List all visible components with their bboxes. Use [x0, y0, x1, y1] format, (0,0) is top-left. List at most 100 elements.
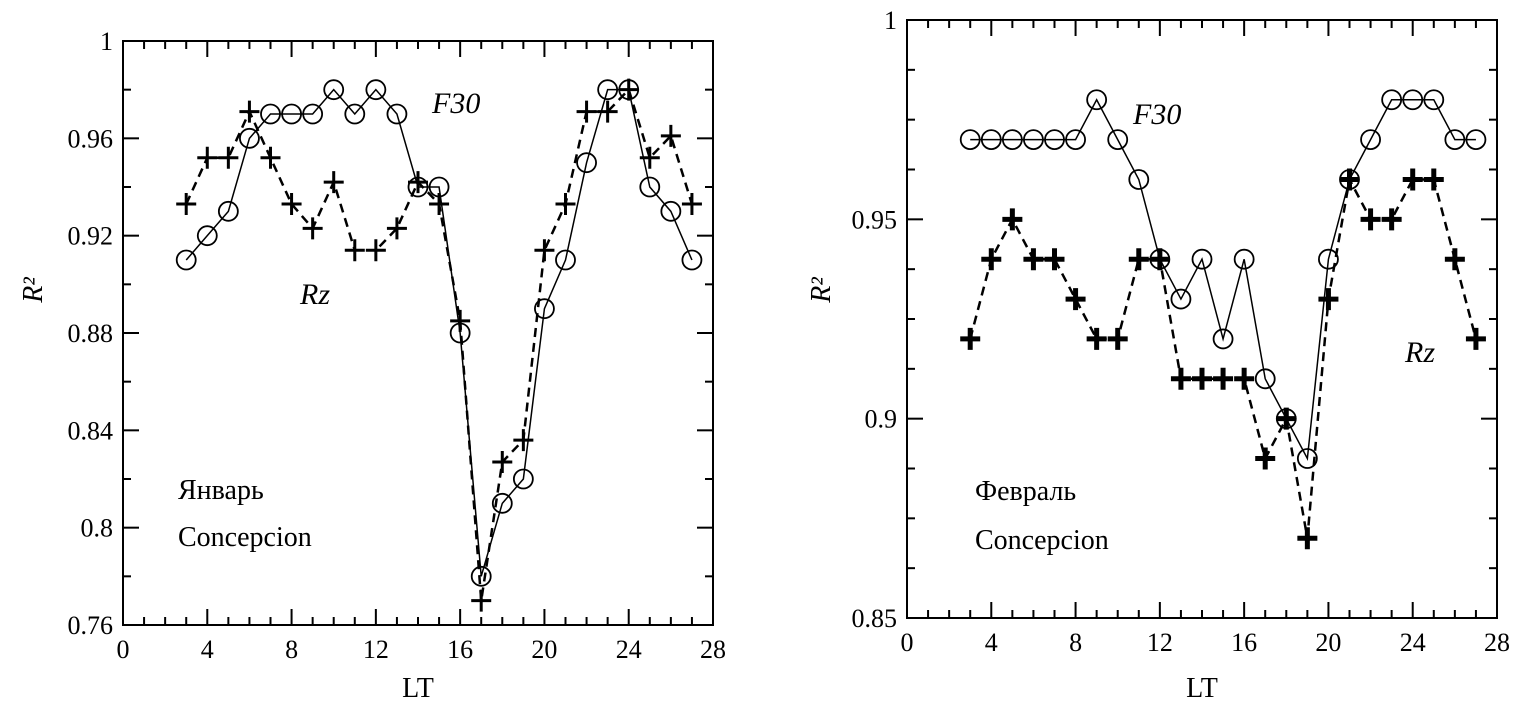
y-tick-label: 1	[884, 6, 897, 35]
x-tick-label: 0	[901, 628, 914, 657]
f30-point	[1381, 89, 1403, 111]
y-tick-label: 0.76	[68, 611, 114, 640]
x-tick-label: 16	[1231, 628, 1257, 657]
rz-point	[1402, 168, 1423, 191]
y-tick-label: 0.88	[68, 319, 114, 348]
f30-point	[639, 176, 661, 198]
rz-point	[1023, 248, 1044, 271]
rz-point	[1297, 527, 1318, 550]
y-axis-label: R²	[18, 277, 49, 304]
f30-point	[239, 127, 260, 149]
chart-january: F30 Rz Январь Concepcion LT R² 0 4 8 12 16 20…	[18, 27, 726, 704]
x-tick-label: 16	[447, 635, 473, 664]
f30-point	[491, 492, 513, 514]
y-axis-label: R²	[806, 277, 837, 304]
f30-point	[196, 225, 218, 247]
f30-point	[1191, 248, 1213, 270]
f30-point	[1086, 89, 1108, 111]
rz-point	[1444, 248, 1465, 271]
rz-point	[429, 193, 450, 216]
rz-point	[260, 146, 281, 169]
rz-label: Rz	[299, 278, 330, 311]
f30-point	[470, 565, 492, 587]
x-axis-label: LT	[1186, 673, 1218, 704]
rz-point	[618, 78, 639, 101]
rz-point	[176, 193, 197, 216]
f30-point	[1212, 328, 1234, 350]
y-tick-label: 0.95	[852, 205, 898, 234]
f30-point	[1402, 89, 1424, 111]
rz-point	[981, 248, 1002, 271]
f30-point	[660, 200, 682, 222]
f30-label: F30	[1132, 98, 1181, 131]
y-tick-label: 0.92	[68, 222, 114, 251]
f30-point	[1023, 129, 1044, 151]
rz-point	[386, 217, 407, 240]
rz-point	[534, 239, 555, 262]
chart-february: F30 Rz Февраль Concepcion LT R² 0 4 8 12 16 2…	[806, 6, 1510, 704]
x-tick-label: 12	[363, 635, 389, 664]
y-tick-label: 0.9	[865, 405, 898, 434]
month-label: Февраль	[975, 476, 1076, 507]
x-axis-label: LT	[402, 673, 434, 704]
rz-point	[1044, 248, 1065, 271]
x-tick-label: 8	[1069, 628, 1082, 657]
rz-point	[960, 327, 981, 350]
rz-label: Rz	[1404, 336, 1435, 369]
f30-point	[1444, 129, 1466, 151]
f30-point	[576, 152, 597, 174]
x-tick-label: 28	[700, 635, 726, 664]
x-tick-label: 12	[1147, 628, 1173, 657]
rz-point	[1002, 208, 1023, 231]
rz-point	[576, 100, 597, 123]
rz-point	[1360, 208, 1381, 231]
f30-point	[344, 103, 366, 125]
f30-point	[1465, 129, 1487, 151]
rz-point	[1086, 327, 1107, 350]
station-label: Concepcion	[178, 522, 312, 553]
rz-point	[513, 429, 534, 452]
f30-point	[1128, 169, 1150, 190]
y-tick-label: 0.96	[68, 124, 114, 153]
rz-point	[1234, 367, 1255, 390]
x-tick-label: 4	[201, 635, 214, 664]
f30-point	[681, 249, 703, 271]
rz-point	[408, 171, 428, 194]
rz-point	[1276, 407, 1297, 430]
rz-point	[1065, 288, 1086, 311]
y-tick-label: 0.8	[81, 514, 114, 543]
f30-point	[512, 468, 534, 490]
f30-point	[323, 79, 345, 101]
f30-point	[175, 249, 197, 271]
rz-point	[218, 146, 239, 169]
f30-point	[1233, 248, 1255, 270]
f30-point	[260, 103, 281, 125]
rz-point	[471, 589, 492, 612]
x-tick-label: 0	[117, 635, 130, 664]
f30-point	[959, 129, 981, 151]
y-tick-label: 0.84	[68, 416, 114, 445]
f30-point	[1044, 129, 1065, 151]
rz-point	[1128, 248, 1149, 271]
rz-point	[1107, 327, 1128, 350]
f30-point	[1254, 368, 1276, 390]
f30-point	[1318, 248, 1339, 270]
f30-series-line	[970, 98, 1476, 462]
rz-point	[1255, 447, 1276, 470]
rz-point	[1381, 208, 1402, 231]
rz-point	[197, 146, 218, 169]
f30-point	[1065, 129, 1086, 151]
f30-point	[534, 298, 555, 320]
f30-point	[1170, 288, 1192, 310]
rz-point	[344, 239, 365, 262]
rz-point	[1423, 168, 1444, 191]
rz-point	[492, 450, 513, 473]
rz-point	[660, 124, 681, 147]
f30-point	[1001, 129, 1023, 151]
f30-point	[281, 103, 302, 125]
f30-point	[1296, 448, 1318, 469]
rz-point	[1213, 367, 1234, 390]
rz-point	[365, 239, 386, 262]
rz-point	[1339, 168, 1360, 191]
